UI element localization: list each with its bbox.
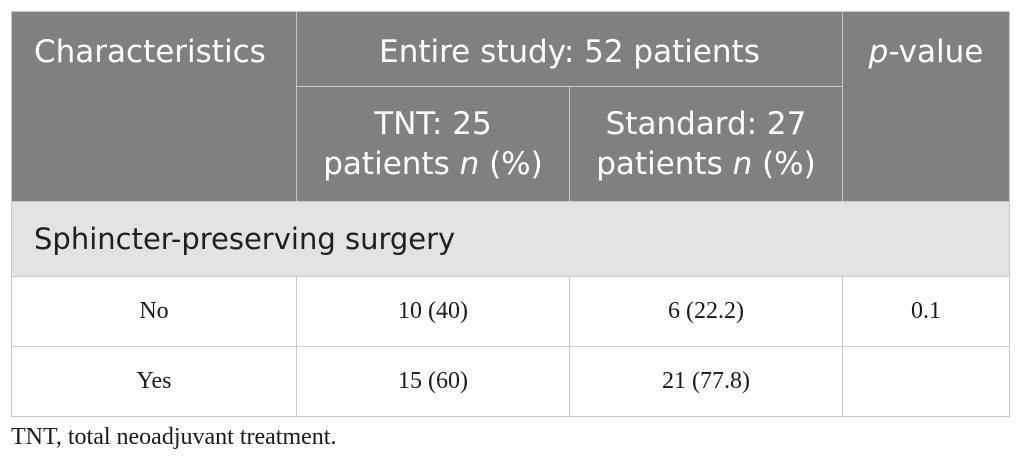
header-tnt: TNT: 25 patients n (%) bbox=[296, 86, 570, 202]
row-label: Yes bbox=[11, 346, 297, 417]
standard-patients-label: patients bbox=[596, 146, 733, 182]
table-row: No 10 (40) 6 (22.2) 0.1 bbox=[11, 276, 1010, 347]
p-value-cell: 0.1 bbox=[842, 276, 1010, 347]
standard-cell: 6 (22.2) bbox=[569, 276, 843, 347]
table-footnote: TNT, total neoadjuvant treatment. bbox=[11, 424, 337, 450]
p-symbol: p bbox=[868, 34, 889, 70]
p-value-suffix: -value bbox=[888, 34, 984, 70]
tnt-patients-label: patients bbox=[323, 146, 460, 182]
standard-percent-label: (%) bbox=[752, 146, 816, 182]
tnt-count: TNT: 25 bbox=[374, 106, 492, 142]
header-entire-study: Entire study: 52 patients bbox=[296, 11, 843, 87]
row-label: No bbox=[11, 276, 297, 347]
header-characteristics: Characteristics bbox=[11, 11, 297, 202]
standard-cell: 21 (77.8) bbox=[569, 346, 843, 417]
results-table: Characteristics Entire study: 52 patient… bbox=[11, 11, 1010, 417]
header-row-2: TNT: 25 patients n (%) Standard: 27 pati… bbox=[12, 86, 1010, 202]
header-p-value: p-value bbox=[842, 11, 1010, 202]
section-row: Sphincter-preserving surgery bbox=[11, 201, 1010, 277]
tnt-percent-label: (%) bbox=[479, 146, 543, 182]
tnt-cell: 15 (60) bbox=[296, 346, 570, 417]
standard-count: Standard: 27 bbox=[605, 106, 807, 142]
header-standard: Standard: 27 patients n (%) bbox=[569, 86, 843, 202]
standard-n-symbol: n bbox=[732, 146, 753, 182]
tnt-cell: 10 (40) bbox=[296, 276, 570, 347]
tnt-n-symbol: n bbox=[459, 146, 480, 182]
header-row-1: Characteristics Entire study: 52 patient… bbox=[11, 11, 1010, 202]
p-value-cell bbox=[842, 346, 1010, 417]
section-title: Sphincter-preserving surgery bbox=[11, 201, 1010, 277]
table-row: Yes 15 (60) 21 (77.8) bbox=[11, 346, 1010, 417]
